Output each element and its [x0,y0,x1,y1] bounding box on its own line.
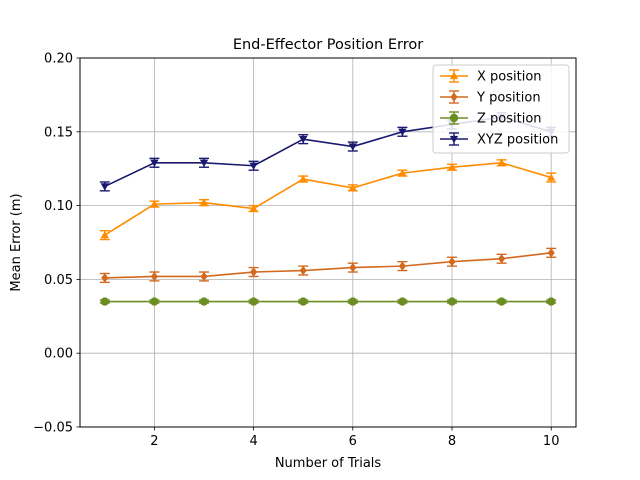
legend-marker [450,92,458,102]
data-point [547,297,556,306]
legend: X position Y position Z position XYZ positi… [432,64,570,154]
data-point [349,262,357,273]
data-point [150,297,159,306]
data-point [398,128,407,136]
data-point [100,183,109,191]
legend-marker [449,113,459,123]
series-line [104,161,552,236]
legend-label: Z position [477,112,542,127]
ticks: 2 4 6 8 10 −0.05 0.00 0.05 0.10 0.15 0.20 [33,52,559,450]
data-point [249,204,258,212]
x-tick-label: 2 [150,434,158,449]
x-tick-label: 6 [349,434,357,449]
data-point [547,173,556,181]
data-point [348,297,357,306]
data-point [497,158,506,166]
y-axis-label: Mean Error (m) [9,193,24,291]
data-point [100,230,109,239]
legend-entry: X position [440,69,542,85]
data-point [447,163,457,171]
data-point [348,183,357,192]
y-tick-label: 0.05 [44,273,73,288]
data-point [398,168,407,177]
legend-box [432,64,570,154]
data-point [199,198,209,206]
data-point [348,143,357,151]
legend-label: Y position [476,91,541,106]
legend-entry: Y position [440,90,541,106]
data-point [249,162,258,170]
data-point [200,271,208,282]
data-point [249,297,258,306]
y-tick-label: 0.20 [44,52,73,67]
chart-title: End-Effector Position Error [233,37,423,53]
legend-entry: XYZ position [440,132,558,148]
data-point [150,159,159,167]
data-point [299,265,307,276]
series-2 [99,297,557,306]
data-point [199,159,209,167]
legend-marker [449,135,459,144]
data-point [448,257,456,267]
data-point [398,297,407,306]
legend-label: X position [477,70,542,85]
data-point [299,174,308,183]
plot-frame [79,57,577,428]
y-tick-label: −0.05 [33,421,73,436]
legend-marker [449,71,459,80]
data-point [547,248,555,258]
data-point [447,297,457,306]
y-tick-label: 0.10 [44,199,73,214]
data-point [299,297,308,306]
legend-entry: Z position [440,111,542,127]
y-tick-label: 0.15 [44,125,73,140]
x-tick-label: 10 [543,434,560,449]
y-tick-label: 0.00 [44,347,73,362]
series-0 [99,158,557,241]
data-point [299,136,308,144]
data-point [100,297,110,306]
x-tick-label: 8 [448,434,456,449]
data-point [398,261,406,271]
series-line [104,252,552,279]
data-point [199,297,209,306]
series-1 [99,247,557,284]
x-tick-label: 4 [249,434,257,449]
data-point [150,199,159,208]
data-point [150,271,158,282]
data-point [101,273,109,283]
data-point [498,254,506,264]
data-point [250,267,258,277]
x-axis-label: Number of Trials [275,456,382,471]
data-point [497,297,506,306]
legend-label: XYZ position [477,133,558,148]
